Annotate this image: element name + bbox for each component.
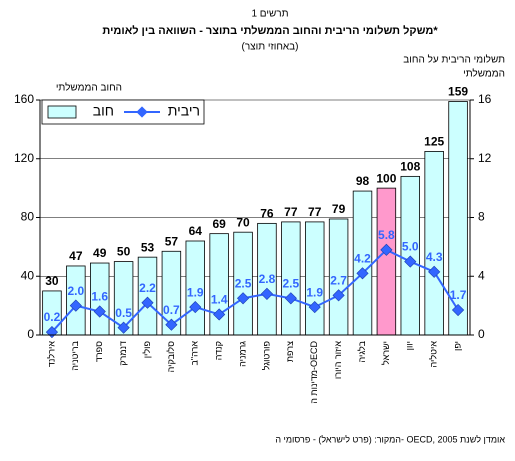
bar-value-label: 76 <box>260 207 274 221</box>
line-value-label: 2.2 <box>139 281 156 295</box>
bar-value-label: 57 <box>165 234 179 248</box>
line-value-label: 1.9 <box>187 285 204 299</box>
legend-label: ריבית <box>168 103 200 119</box>
y2-label: תשלומי הריבית על החוב <box>403 54 505 66</box>
y-tick-label: 80 <box>21 210 35 224</box>
bar-value-label: 30 <box>45 274 59 288</box>
x-tick-label: איזור היורו <box>333 341 343 379</box>
line-value-label: 0.2 <box>44 310 61 324</box>
x-tick-label: יפן <box>452 341 462 351</box>
bar <box>305 221 325 336</box>
x-tick-label: פורטוגל <box>261 341 271 370</box>
x-tick-label: גרמניה <box>237 341 247 367</box>
line-marker <box>380 243 393 256</box>
line-value-label: 1.9 <box>306 285 323 299</box>
x-tick-label: ארה"ב <box>190 341 200 366</box>
chart-subtitle: (באחוזי תוצר) <box>241 42 298 53</box>
line-marker <box>141 296 154 309</box>
bar <box>137 256 158 336</box>
bar-value-label: 77 <box>308 205 322 219</box>
y2-label: הממשלתי <box>463 68 505 80</box>
y2-tick-label: 4 <box>478 268 485 282</box>
bar-value-label: 98 <box>356 174 370 188</box>
x-tick-label: סלובקיה <box>166 341 176 372</box>
line-value-label: 5.8 <box>378 228 395 242</box>
line-marker <box>117 321 130 334</box>
y-tick-label: 0 <box>27 327 34 341</box>
line-value-label: 1.6 <box>91 290 108 304</box>
bar <box>424 151 444 336</box>
x-tick-label: צרפת <box>285 341 295 362</box>
y-tick-label: 160 <box>14 92 34 106</box>
bar-value-label: 77 <box>284 205 298 219</box>
line-marker <box>165 318 178 331</box>
bar-value-label: 108 <box>400 160 420 174</box>
line-value-label: 2.8 <box>259 272 276 286</box>
source-note: המקור: (פרט לישראל) - פרסומי ה- OECD, או… <box>275 434 505 444</box>
x-tick-label: יוון <box>405 341 415 350</box>
line-marker <box>260 287 274 300</box>
bar-value-label: 79 <box>332 202 346 216</box>
bar-value-label: 47 <box>69 249 83 263</box>
chart-label: תרשים 1 <box>251 9 288 20</box>
x-tick-label: פולין <box>142 341 152 358</box>
y-tick-label: 40 <box>21 268 35 282</box>
bar-value-label: 50 <box>117 245 131 259</box>
x-tick-label: קנדה <box>214 341 224 360</box>
bar-value-label: 100 <box>376 171 396 185</box>
line-marker <box>69 299 82 312</box>
line-value-label: 1.7 <box>450 288 467 302</box>
bar-value-label: 70 <box>236 215 250 229</box>
bar-value-label: 125 <box>424 135 444 149</box>
line-marker <box>213 308 226 321</box>
line-marker <box>308 301 321 314</box>
line-value-label: 0.7 <box>163 303 180 317</box>
line-marker <box>93 305 106 318</box>
line-marker <box>284 292 297 305</box>
line-marker <box>404 255 417 268</box>
line-value-label: 0.5 <box>115 306 132 320</box>
bar-value-label: 49 <box>93 246 107 260</box>
y-tick-label: 120 <box>14 151 34 165</box>
bar-value-label: 64 <box>189 224 203 238</box>
x-tick-label: בלגיה <box>357 340 367 362</box>
legend-label: חוב <box>93 103 114 119</box>
y2-tick-label: 12 <box>478 151 492 165</box>
line-value-label: 2.0 <box>67 284 84 298</box>
bar-value-label: 53 <box>141 240 155 254</box>
x-tick-label: איטליה <box>429 341 439 368</box>
bar-value-label: 69 <box>212 217 226 231</box>
y2-tick-label: 0 <box>478 327 485 341</box>
line-value-label: 5.0 <box>402 240 419 254</box>
bar <box>376 187 397 336</box>
x-tick-label: דנמרק <box>118 341 128 366</box>
line-value-label: 2.5 <box>282 276 299 290</box>
y2-tick-label: 8 <box>478 210 485 224</box>
line-marker <box>236 292 250 305</box>
line-value-label: 2.7 <box>330 274 347 288</box>
line-marker <box>189 301 202 314</box>
line-value-label: 4.2 <box>354 251 371 265</box>
y2-tick-label: 16 <box>478 92 492 106</box>
line-marker <box>332 289 345 302</box>
line-value-label: 4.3 <box>426 250 443 264</box>
line-marker <box>356 267 369 280</box>
line-marker <box>428 265 441 278</box>
bar-value-label: 159 <box>448 85 468 99</box>
x-tick-label: אירלנד <box>46 341 56 367</box>
x-tick-label: ספרד <box>94 341 104 362</box>
y-label: החוב הממשלתי <box>56 82 122 94</box>
x-tick-label: ישראל <box>381 341 391 365</box>
chart-title: משקל תשלומי הריבית והחוב הממשלתי בתוצר -… <box>102 24 438 37</box>
line-marker <box>451 303 465 317</box>
x-tick-label: בריטניה <box>70 340 80 370</box>
line-value-label: 1.4 <box>211 293 228 307</box>
line-value-label: 2.5 <box>235 276 252 290</box>
legend-swatch <box>47 105 77 119</box>
x-tick-label: מדינות ה-OECD <box>309 341 319 404</box>
